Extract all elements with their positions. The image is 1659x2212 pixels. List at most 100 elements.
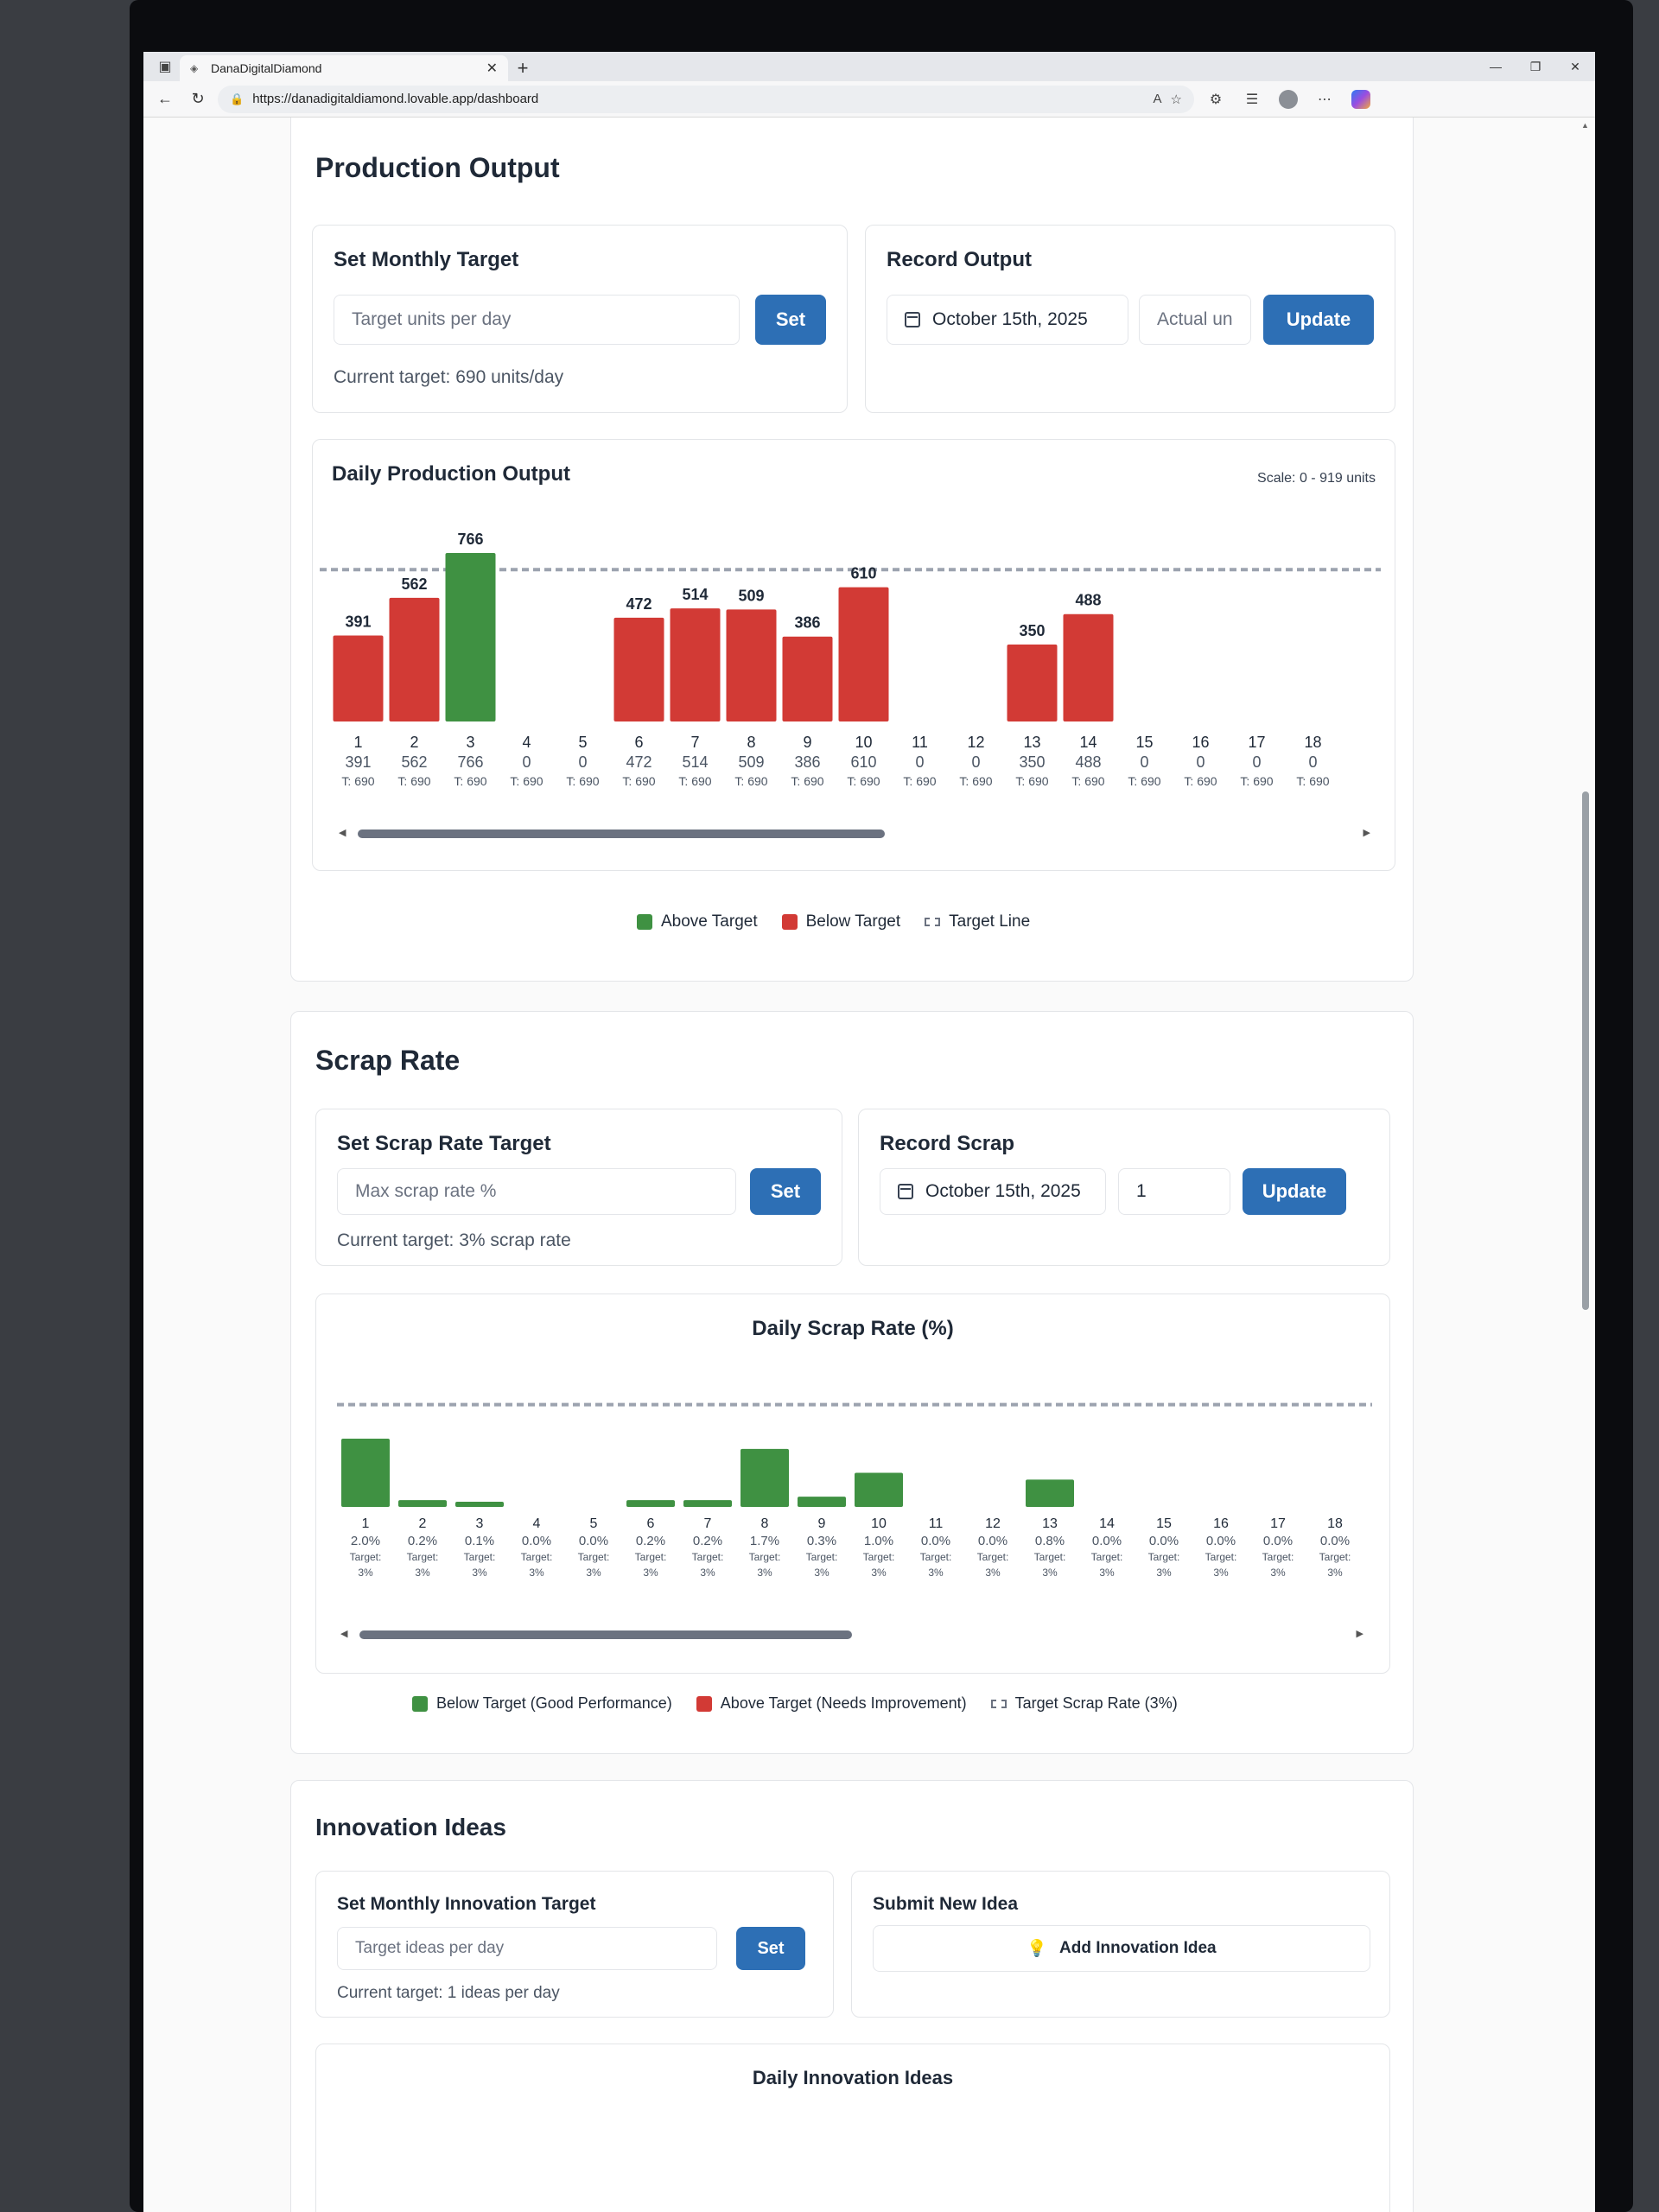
bar-value-label: 391: [345, 613, 371, 630]
browser-tab[interactable]: ◈ DanaDigitalDiamond ✕: [180, 55, 508, 81]
day-target-word: Target:: [1091, 1551, 1123, 1563]
scrap-legend: Below Target (Good Performance) Above Ta…: [412, 1694, 1178, 1713]
day-target-word: Target:: [920, 1551, 952, 1563]
set-innovation-button[interactable]: Set: [736, 1927, 805, 1970]
bar-value-label: 562: [401, 575, 427, 593]
extensions-icon[interactable]: ⚙: [1209, 92, 1223, 107]
scrollbar-thumb[interactable]: [1582, 791, 1589, 1310]
scroll-left-icon[interactable]: ◀: [340, 1629, 348, 1639]
read-aloud-icon[interactable]: A: [1153, 92, 1162, 106]
scrollbar-thumb[interactable]: [358, 830, 885, 838]
dashboard-page: ▲ Production Output Set Monthly Target T…: [143, 118, 1595, 2212]
window-close-icon[interactable]: ✕: [1570, 59, 1580, 73]
day-target-label: T: 690: [678, 774, 711, 788]
day-value-label: 0: [1252, 753, 1261, 771]
scrollbar-thumb[interactable]: [359, 1630, 852, 1639]
more-icon[interactable]: ⋯: [1318, 92, 1332, 107]
production-bar: [389, 597, 440, 721]
browser-window: ▣ ◈ DanaDigitalDiamond ✕ + — ❐ ✕ ← ↻ 🔒 h…: [143, 52, 1595, 2212]
max-scrap-input[interactable]: Max scrap rate %: [337, 1168, 736, 1215]
production-bar: [613, 617, 664, 721]
minimize-icon[interactable]: —: [1490, 60, 1502, 73]
scroll-up-icon[interactable]: ▲: [1581, 121, 1589, 130]
day-tick-label: 16: [1213, 1516, 1229, 1531]
update-output-button[interactable]: Update: [1263, 295, 1374, 345]
day-tick-label: 5: [578, 734, 587, 751]
scrap-date-picker[interactable]: October 15th, 2025: [880, 1168, 1106, 1215]
day-value-label: 562: [401, 753, 427, 771]
day-tick-label: 13: [1042, 1516, 1058, 1531]
day-target-word: Target:: [863, 1551, 895, 1563]
day-target-word: Target:: [692, 1551, 724, 1563]
day-target-label: T: 690: [1071, 774, 1104, 788]
day-value-label: 0.0%: [1206, 1534, 1236, 1548]
day-tick-label: 15: [1156, 1516, 1172, 1531]
day-tick-label: 1: [353, 734, 362, 751]
legend-target: Target Scrap Rate (3%): [990, 1694, 1178, 1713]
actual-units-input[interactable]: Actual un: [1139, 295, 1251, 345]
scrap-chart-scrollbar[interactable]: ◀ ▶: [334, 1628, 1370, 1642]
url-text: https://danadigitaldiamond.lovable.app/d…: [252, 92, 539, 106]
restore-icon[interactable]: ❐: [1529, 59, 1541, 73]
favorite-star-icon[interactable]: ☆: [1170, 92, 1182, 107]
production-bar: [670, 608, 721, 721]
day-value-label: 0: [1308, 753, 1317, 771]
day-target-value: 3%: [871, 1567, 887, 1579]
set-target-button[interactable]: Set: [755, 295, 826, 345]
day-value-label: 0: [915, 753, 924, 771]
production-legend: Above Target Below Target Target Line: [637, 912, 1030, 931]
day-tick-label: 8: [747, 734, 755, 751]
date-picker[interactable]: October 15th, 2025: [887, 295, 1128, 345]
production-chart-scrollbar[interactable]: ◀ ▶: [332, 827, 1377, 841]
bar-value-label: 509: [738, 587, 764, 604]
window-controls: — ❐ ✕: [1476, 52, 1595, 81]
close-icon[interactable]: ✕: [486, 61, 498, 76]
card-title: Record Output: [887, 248, 1032, 271]
sidebar-icon[interactable]: ▣: [158, 60, 172, 74]
lock-icon[interactable]: 🔒: [230, 92, 245, 105]
scrap-section: Scrap Rate Set Scrap Rate Target Max scr…: [290, 1011, 1414, 1754]
favorites-icon[interactable]: ☰: [1245, 92, 1259, 107]
day-target-label: T: 690: [791, 774, 823, 788]
scroll-right-icon[interactable]: ▶: [1363, 828, 1370, 838]
day-value-label: 2.0%: [351, 1534, 380, 1548]
day-value-label: 0.2%: [693, 1534, 722, 1548]
tab-bar: ▣ ◈ DanaDigitalDiamond ✕ + — ❐ ✕: [143, 52, 1595, 81]
day-target-label: T: 690: [903, 774, 936, 788]
add-innovation-idea-button[interactable]: 💡 Add Innovation Idea: [873, 1925, 1370, 1972]
back-icon[interactable]: ←: [157, 90, 173, 107]
day-target-label: T: 690: [341, 774, 374, 788]
production-bar: [726, 609, 777, 721]
target-units-input[interactable]: Target units per day: [334, 295, 740, 345]
update-scrap-button[interactable]: Update: [1243, 1168, 1346, 1215]
day-tick-label: 4: [533, 1516, 541, 1531]
day-tick-label: 2: [419, 1516, 427, 1531]
day-tick-label: 9: [818, 1516, 826, 1531]
day-value-label: 509: [738, 753, 764, 771]
day-tick-label: 12: [985, 1516, 1001, 1531]
scroll-left-icon[interactable]: ◀: [339, 828, 346, 838]
lightbulb-icon: 💡: [1027, 1940, 1048, 1958]
scrap-value-input[interactable]: 1: [1118, 1168, 1230, 1215]
vertical-scrollbar[interactable]: ▲: [1581, 118, 1590, 2212]
current-innovation-target: Current target: 1 ideas per day: [337, 1984, 560, 2002]
scrap-bar: [455, 1502, 504, 1507]
day-value-label: 0: [971, 753, 980, 771]
day-tick-label: 3: [466, 734, 474, 751]
plus-icon[interactable]: +: [517, 57, 529, 79]
set-scrap-button[interactable]: Set: [750, 1168, 821, 1215]
day-tick-label: 1: [362, 1516, 370, 1531]
scroll-right-icon[interactable]: ▶: [1356, 1629, 1363, 1639]
bar-value-label: 472: [626, 595, 652, 613]
day-value-label: 386: [794, 753, 820, 771]
copilot-icon[interactable]: [1346, 86, 1376, 112]
target-ideas-input[interactable]: Target ideas per day: [337, 1927, 717, 1970]
refresh-icon[interactable]: ↻: [191, 90, 205, 107]
day-value-label: 391: [345, 753, 371, 771]
day-target-label: T: 690: [397, 774, 430, 788]
url-field[interactable]: 🔒 https://danadigitaldiamond.lovable.app…: [218, 85, 1194, 113]
day-tick-label: 15: [1135, 734, 1153, 751]
day-target-label: T: 690: [1128, 774, 1160, 788]
profile-icon[interactable]: [1274, 86, 1303, 112]
